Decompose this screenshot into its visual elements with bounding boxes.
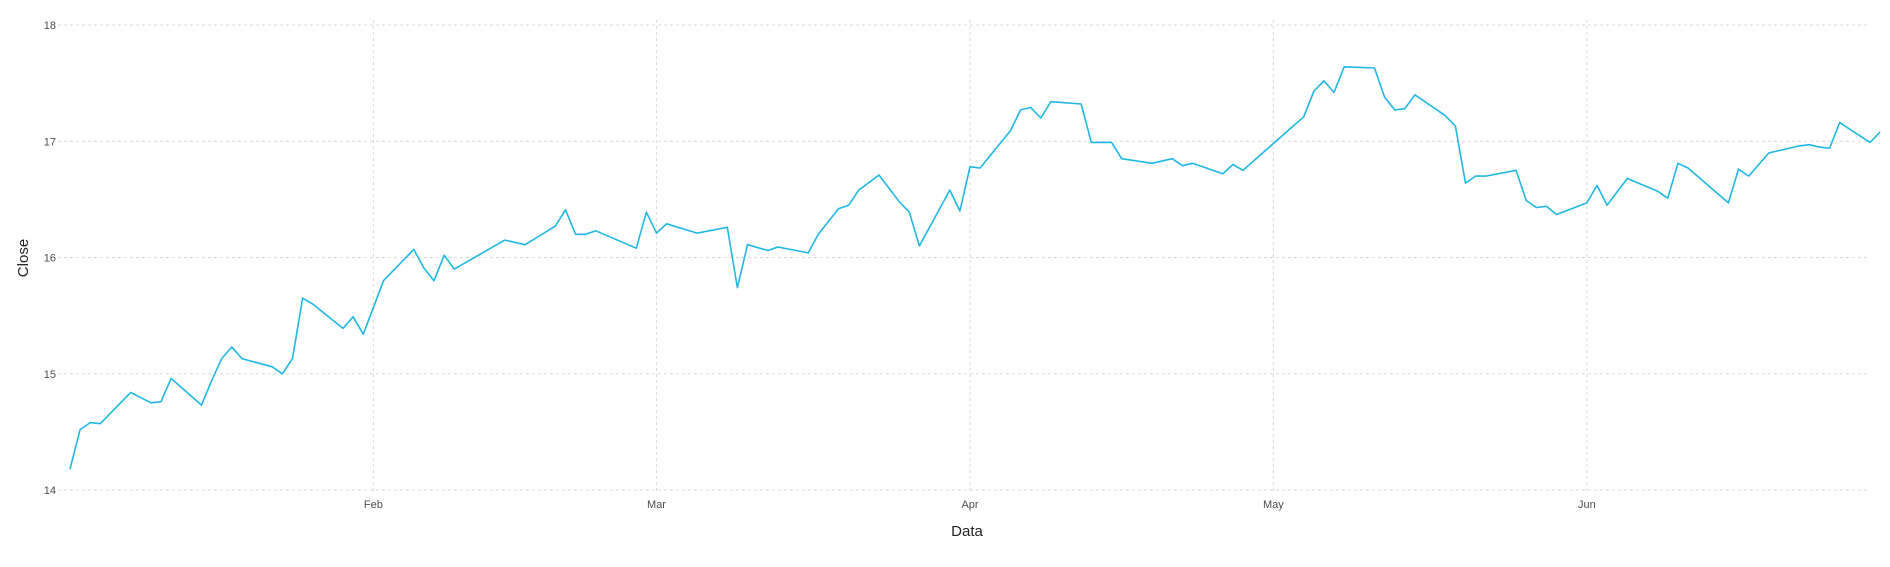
y-tick-label: 14 bbox=[44, 485, 56, 497]
x-tick-label: Apr bbox=[961, 499, 978, 511]
series-layer bbox=[69, 66, 1881, 470]
x-tick-label: Jun bbox=[1578, 499, 1596, 511]
y-tick-label: 15 bbox=[44, 369, 56, 381]
gridlines bbox=[58, 20, 1870, 492]
y-tick-label: 17 bbox=[44, 136, 56, 148]
y-axis-title: Close bbox=[15, 239, 32, 277]
y-tick-label: 18 bbox=[44, 20, 56, 32]
x-tick-label: Feb bbox=[364, 499, 383, 511]
x-tick-label: Mar bbox=[647, 499, 666, 511]
y-axis-ticks: 14 15 16 17 18 bbox=[44, 20, 56, 497]
x-axis-ticks: Feb Mar Apr May Jun bbox=[364, 499, 1596, 511]
y-tick-label: 16 bbox=[44, 253, 56, 265]
x-tick-label: May bbox=[1263, 499, 1284, 511]
close-series-line bbox=[69, 66, 1881, 470]
x-axis-title: Data bbox=[951, 523, 983, 540]
